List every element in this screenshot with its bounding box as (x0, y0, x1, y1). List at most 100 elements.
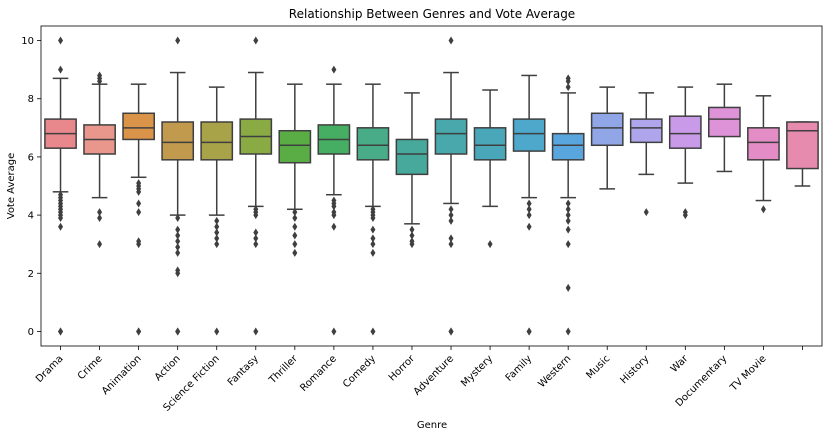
outlier-point (175, 248, 181, 257)
outlier-point (292, 240, 298, 249)
outlier-point (58, 327, 64, 336)
outlier-point (97, 71, 103, 80)
outlier-point (253, 234, 259, 243)
box-romance (317, 65, 351, 336)
outlier-point (331, 65, 337, 74)
outlier-point (58, 36, 64, 45)
box-war (668, 86, 702, 220)
x-tick-label: TV Movie (728, 353, 769, 394)
box-comedy (356, 83, 390, 336)
outlier-point (253, 240, 259, 249)
outlier-point (526, 222, 532, 231)
outlier-point (487, 240, 493, 249)
outlier-point (214, 228, 220, 237)
y-tick-label: 4 (28, 211, 34, 222)
outlier-point (370, 248, 376, 257)
outlier-point (565, 83, 571, 92)
outlier-point (526, 327, 532, 336)
outlier-point (175, 237, 181, 246)
outlier-point (448, 327, 454, 336)
outlier-point (175, 243, 181, 252)
outlier-point (175, 327, 181, 336)
outlier-point (175, 214, 181, 222)
x-axis-title: Genre (417, 420, 447, 431)
outlier-point (175, 36, 181, 45)
box-iqr (590, 112, 624, 147)
outlier-point (448, 240, 454, 249)
outlier-point (331, 222, 337, 231)
outlier-point (565, 74, 571, 83)
box-fantasy (239, 36, 273, 336)
box-drama (44, 36, 77, 336)
box-crime (83, 71, 116, 249)
outlier-point (565, 327, 571, 336)
outlier-point (214, 234, 220, 243)
outlier-point (136, 208, 142, 217)
plot-frame (40, 25, 823, 347)
outlier-point (136, 327, 142, 336)
outlier-point (565, 283, 571, 292)
outlier-point (331, 327, 337, 336)
box-iqr (200, 121, 234, 161)
outlier-point (58, 190, 64, 199)
outlier-point (253, 228, 259, 237)
box-iqr (512, 118, 546, 152)
outlier-point (292, 222, 298, 231)
x-tick-label: Adventure (412, 353, 456, 397)
outlier-point (526, 211, 532, 220)
box-iqr (473, 127, 507, 161)
box-thriller (278, 83, 312, 257)
outlier-point (292, 208, 298, 217)
x-tick-label: Thriller (267, 353, 301, 387)
outlier-point (370, 240, 376, 249)
outlier-point (331, 208, 337, 217)
y-tick-label: 8 (28, 94, 34, 105)
box-documentary (708, 83, 741, 173)
outlier-point (448, 36, 454, 45)
box-iqr (395, 138, 429, 176)
box-science-fiction (200, 86, 234, 336)
outlier-point (448, 216, 454, 225)
box-mystery (473, 89, 507, 249)
y-axis-title: Vote Average (6, 153, 17, 220)
y-tick-label: 0 (28, 327, 34, 338)
outlier-point (253, 36, 259, 45)
outlier-point (448, 234, 454, 243)
outlier-point (682, 208, 688, 217)
outlier-point (370, 327, 376, 336)
outlier-point (97, 240, 103, 249)
box-animation (122, 83, 155, 336)
outlier-point (136, 179, 142, 188)
y-tick-label: 2 (28, 269, 34, 280)
x-tick-label: Comedy (341, 353, 378, 390)
box-history (629, 92, 663, 217)
box-iqr (668, 115, 702, 149)
outlier-point (292, 214, 298, 222)
x-tick-label: Horror (387, 353, 418, 384)
x-tick-label: War (669, 353, 691, 375)
x-tick-label: Action (153, 353, 183, 383)
outlier-point (331, 196, 337, 205)
x-tick-label: Music (584, 353, 612, 381)
outlier-point (526, 205, 532, 214)
outlier-point (565, 211, 571, 220)
outlier-point (565, 205, 571, 214)
outlier-point (565, 216, 571, 225)
outlier-point (175, 266, 181, 275)
x-tick-label: Romance (298, 353, 339, 394)
x-tick-label: Family (504, 353, 535, 384)
outlier-point (409, 237, 415, 246)
outlier-point (565, 199, 571, 208)
box-iqr (629, 118, 663, 144)
y-tick-label: 10 (21, 36, 34, 47)
box-iqr (278, 129, 312, 164)
box-tv-movie (747, 95, 780, 214)
outlier-point (526, 199, 532, 208)
x-tick-label: History (618, 353, 651, 386)
outlier-point (97, 214, 103, 222)
outlier-point (409, 225, 415, 234)
box-action (161, 36, 195, 336)
outlier-point (214, 327, 220, 336)
